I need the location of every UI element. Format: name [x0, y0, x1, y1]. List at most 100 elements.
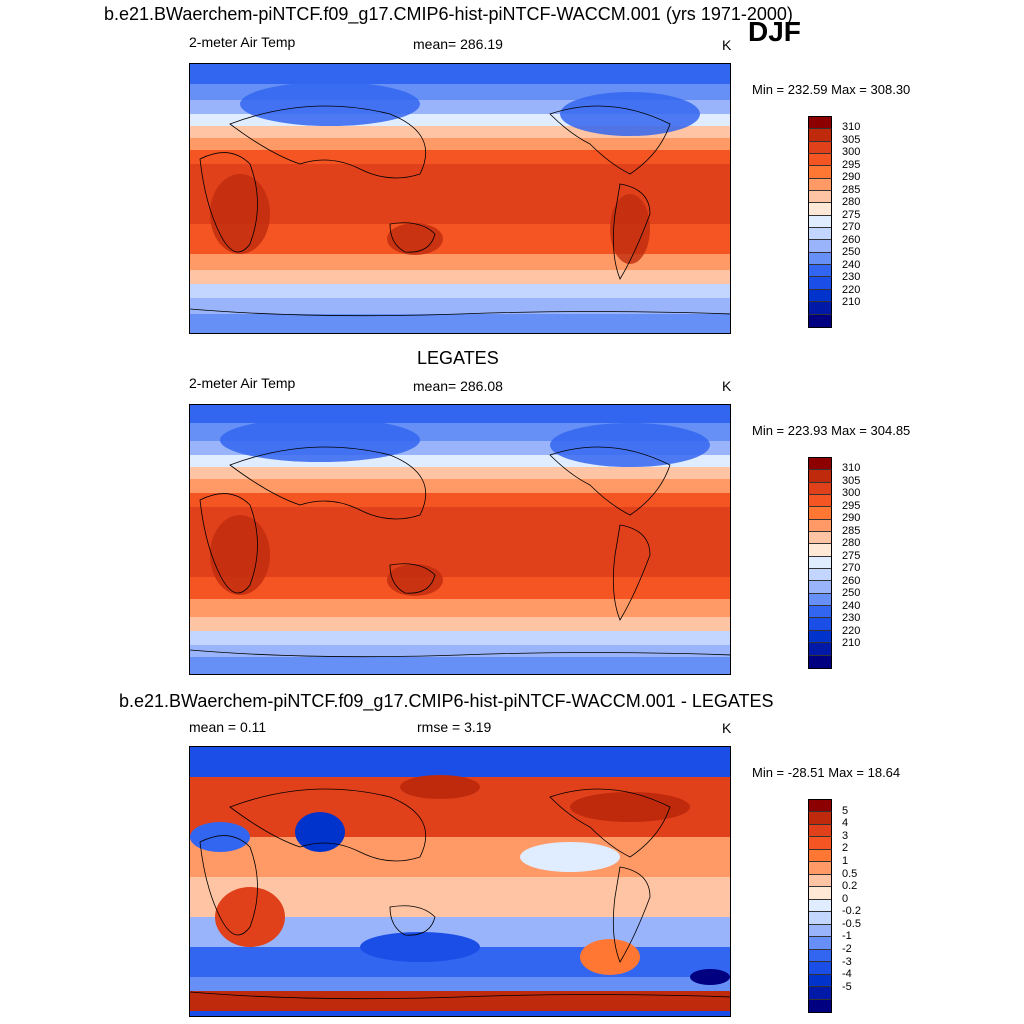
colorbar-tick-label: 290 — [842, 171, 861, 184]
colorbar-tick-label: 275 — [842, 549, 861, 562]
colorbar-swatch — [809, 618, 831, 631]
panel3-units-label: K — [722, 720, 732, 736]
panel2-map-field — [190, 405, 730, 674]
panel1-title: b.e21.BWaerchem-piNTCF.f09_g17.CMIP6-his… — [104, 4, 793, 24]
colorbar-swatch — [809, 606, 831, 619]
colorbar-tick-label: 230 — [842, 612, 861, 625]
colorbar-tick-label: -3 — [842, 955, 852, 968]
colorbar-swatch — [809, 824, 831, 838]
panel3-rmse-label: rmse = 3.19 — [417, 719, 492, 735]
colorbar-tick-label: 220 — [842, 624, 861, 637]
colorbar-swatch — [809, 874, 831, 888]
panel1-colorbar-swatches — [809, 117, 831, 327]
colorbar-tick-label: 295 — [842, 499, 861, 512]
colorbar-tick-label: 295 — [842, 158, 861, 171]
colorbar-tick-label: 0.5 — [842, 867, 858, 880]
panel1-colorbar — [808, 116, 832, 328]
colorbar-swatch — [809, 987, 831, 1000]
colorbar-tick-label: 210 — [842, 296, 861, 309]
colorbar-swatch — [809, 581, 831, 594]
colorbar-swatch — [809, 532, 831, 545]
colorbar-tick-label: 275 — [842, 208, 861, 221]
colorbar-swatch — [809, 129, 831, 142]
panel3-minmax-label: Min = -28.51 Max = 18.64 — [752, 765, 901, 780]
colorbar-swatch — [809, 519, 831, 533]
colorbar-swatch — [809, 215, 831, 229]
panel1-minmax-label: Min = 232.59 Max = 308.30 — [752, 82, 911, 97]
colorbar-swatch — [809, 912, 831, 925]
colorbar-swatch — [809, 240, 831, 253]
colorbar-tick-label: 260 — [842, 233, 861, 246]
colorbar-swatch — [809, 556, 831, 570]
colorbar-tick-label: 1 — [842, 854, 849, 867]
colorbar-tick-label: -4 — [842, 968, 852, 981]
colorbar-swatch — [809, 470, 831, 483]
colorbar-tick-label: 5 — [842, 804, 849, 817]
panel2-minmax-label: Min = 223.93 Max = 304.85 — [752, 423, 911, 438]
colorbar-tick-label: 270 — [842, 562, 861, 575]
colorbar-swatch — [809, 191, 831, 204]
colorbar-swatch — [809, 849, 831, 863]
colorbar-swatch — [809, 289, 831, 303]
colorbar-tick-label: 230 — [842, 271, 861, 284]
colorbar-tick-label: 280 — [842, 537, 861, 550]
colorbar-swatch — [809, 593, 831, 607]
colorbar-swatch — [809, 314, 831, 327]
colorbar-swatch — [809, 265, 831, 278]
colorbar-tick-label: 280 — [842, 196, 861, 209]
colorbar-tick-label: -0.2 — [842, 905, 861, 918]
panel2-colorbar — [808, 457, 832, 669]
colorbar-swatch — [809, 974, 831, 988]
colorbar-tick-label: 0 — [842, 892, 849, 905]
panel2-title: LEGATES — [417, 348, 499, 368]
colorbar-swatch — [809, 507, 831, 520]
panel1-map-field — [190, 64, 730, 333]
colorbar-swatch — [809, 277, 831, 290]
colorbar-swatch — [809, 482, 831, 496]
colorbar-swatch — [809, 862, 831, 875]
colorbar-tick-label: -5 — [842, 980, 852, 993]
colorbar-swatch — [809, 630, 831, 644]
panel2-colorbar-swatches — [809, 458, 831, 668]
panel3-colorbar-swatches — [809, 800, 831, 1012]
colorbar-tick-label: -0.5 — [842, 917, 861, 930]
panel2-units-label: K — [722, 378, 732, 394]
panel1-units-label: K — [722, 37, 732, 53]
colorbar-tick-label: 285 — [842, 183, 861, 196]
colorbar-swatch — [809, 117, 831, 130]
panel3-map-field — [190, 747, 730, 1016]
panel3-map — [189, 746, 731, 1017]
colorbar-tick-label: -1 — [842, 930, 852, 943]
season-label: DJF — [748, 16, 801, 47]
colorbar-swatch — [809, 252, 831, 266]
colorbar-swatch — [809, 495, 831, 508]
panel3-colorbar — [808, 799, 832, 1013]
colorbar-swatch — [809, 154, 831, 167]
colorbar-swatch — [809, 962, 831, 975]
colorbar-swatch — [809, 999, 831, 1012]
colorbar-tick-label: 220 — [842, 283, 861, 296]
colorbar-swatch — [809, 800, 831, 813]
colorbar-tick-label: 290 — [842, 512, 861, 525]
colorbar-tick-label: 310 — [842, 462, 861, 475]
colorbar-swatch — [809, 203, 831, 216]
colorbar-tick-label: 240 — [842, 599, 861, 612]
panel3-title: b.e21.BWaerchem-piNTCF.f09_g17.CMIP6-his… — [119, 691, 774, 711]
colorbar-tick-label: 3 — [842, 829, 849, 842]
colorbar-swatch — [809, 228, 831, 241]
panel2-variable-label: 2-meter Air Temp — [189, 375, 296, 391]
colorbar-swatch — [809, 643, 831, 656]
colorbar-tick-label: 310 — [842, 121, 861, 134]
colorbar-swatch — [809, 887, 831, 900]
colorbar-tick-label: 285 — [842, 524, 861, 537]
colorbar-swatch — [809, 544, 831, 557]
colorbar-swatch — [809, 655, 831, 668]
colorbar-tick-label: 2 — [842, 842, 849, 855]
colorbar-swatch — [809, 949, 831, 963]
colorbar-tick-label: 305 — [842, 133, 861, 146]
colorbar-swatch — [809, 837, 831, 850]
colorbar-swatch — [809, 899, 831, 913]
colorbar-tick-label: 250 — [842, 587, 861, 600]
colorbar-tick-label: 250 — [842, 246, 861, 259]
colorbar-swatch — [809, 569, 831, 582]
